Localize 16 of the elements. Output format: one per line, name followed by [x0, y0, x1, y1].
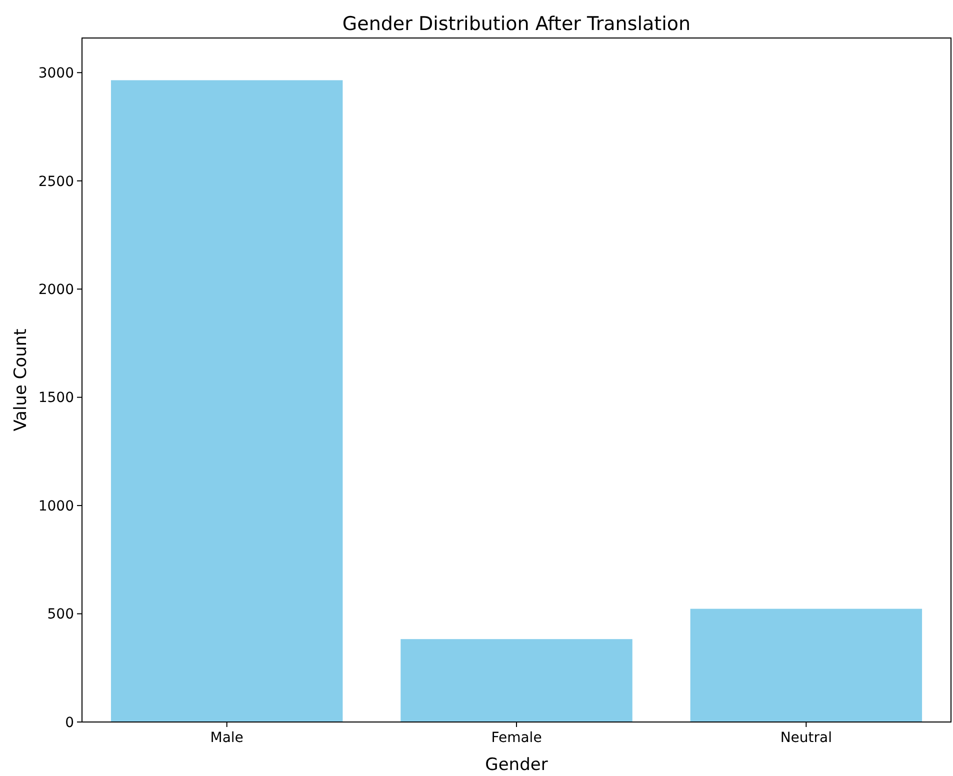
y-tick-label: 0 — [65, 714, 74, 731]
y-tick-label: 1000 — [38, 498, 74, 514]
x-axis-title: Gender — [485, 755, 548, 775]
y-tick-label: 3000 — [38, 66, 74, 82]
bar — [110, 80, 343, 722]
y-tick-label: 2000 — [38, 282, 74, 298]
x-tick-label: Female — [491, 730, 542, 746]
chart-title: Gender Distribution After Translation — [342, 13, 691, 35]
bar — [400, 639, 632, 722]
y-tick-label: 1500 — [38, 390, 74, 406]
y-tick-label: 2500 — [38, 174, 74, 190]
bar — [690, 608, 922, 722]
x-tick-label: Neutral — [780, 730, 832, 746]
y-axis-title: Value Count — [11, 328, 31, 432]
y-tick-label: 500 — [47, 606, 74, 623]
x-tick-label: Male — [210, 730, 244, 746]
